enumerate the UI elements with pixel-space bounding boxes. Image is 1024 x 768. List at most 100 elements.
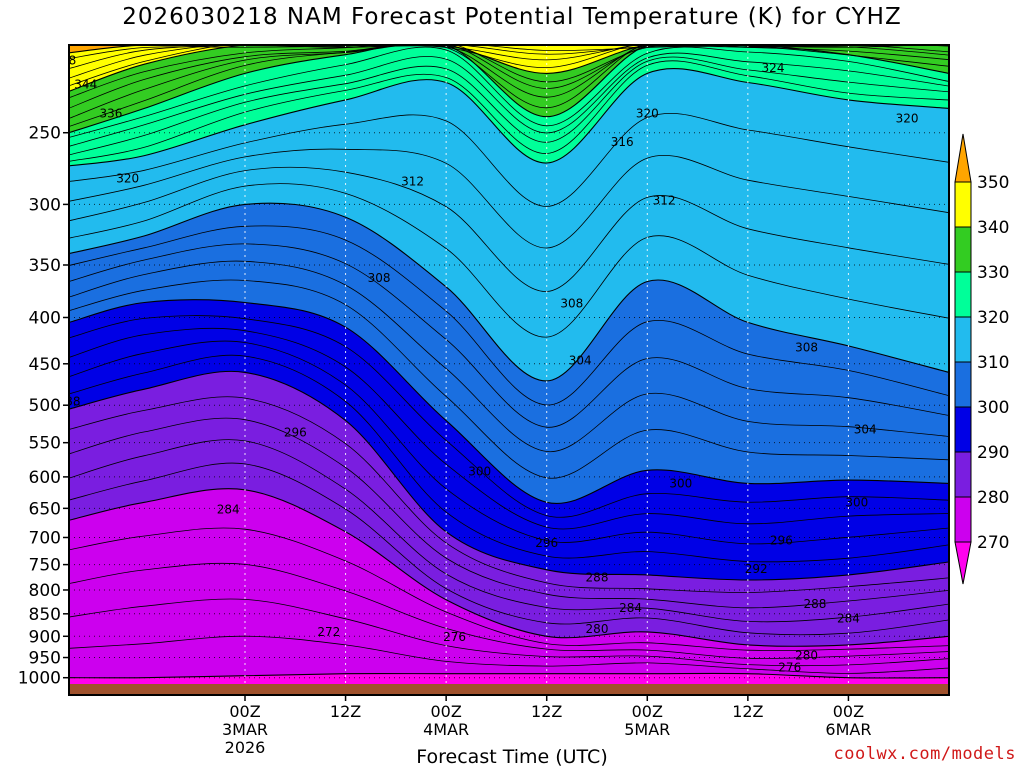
contour-line-282 [69,462,949,636]
terrain-band [69,684,949,695]
contour-line-326 [69,52,949,147]
credit-text: coolwx.com/models [833,744,1016,764]
colorbar-tick-label: 350 [977,173,1009,193]
contour-label: 280 [795,648,818,662]
contour-line-312 [69,183,949,338]
contour-line-278 [69,527,949,652]
contour-label-text: 284 [217,503,240,517]
contour-line-304 [69,260,949,452]
colorbar-swatch-below-270 [954,541,972,585]
contour-label-text: 344 [74,77,97,91]
contour-label-text: 280 [795,648,818,662]
contour-label-text: 292 [745,562,768,576]
contour-label: 324 [762,61,785,75]
contour-label: 292 [745,562,768,576]
contour-line-314 [69,166,949,292]
contour-label-text: 280 [586,622,609,636]
contour-label-text: 304 [32,278,55,292]
contour-label: 344 [74,77,97,91]
x-axis-label: Forecast Time (UTC) [416,746,608,768]
x-tick-label: 12Z [732,702,763,721]
contour-label: 296 [535,536,558,550]
contour-label-text: 300 [845,495,868,509]
colorbar-swatch-350 [954,181,972,228]
contour-line-298 [69,315,949,518]
contour-label-text: 272 [317,625,340,639]
contour-label-text: 312 [401,174,424,188]
colorbar-tick-label: 310 [977,353,1009,373]
isotherm-290 [69,370,949,581]
contour-line-306 [69,243,949,428]
y-tick-label: 500 [29,396,61,416]
y-tick-label: 250 [29,124,61,144]
x-tick-label: 4MAR [423,720,469,739]
fill-layer [69,45,949,695]
x-tick-label: 2026 [225,738,266,757]
isotherm-310 [69,202,949,382]
y-tick-label: 400 [29,308,61,328]
contour-label: 320 [896,111,919,125]
y-tick-label: 450 [29,355,61,375]
contour-line-292 [69,354,949,563]
contour-label: 336 [99,106,122,120]
x-tick-label: 00Z [632,702,663,721]
contour-label-text: 320 [116,172,139,186]
contour-label: 296 [284,426,307,440]
isotherm-270 [69,672,949,679]
colorbar-tick-label: 330 [977,263,1009,283]
contour-label-text: 324 [762,61,785,75]
x-tick-label: 5MAR [624,720,670,739]
contour-label: 288 [803,597,826,611]
contour-line-338 [69,45,949,99]
contour-label: 300 [468,465,491,479]
x-tick-label: 12Z [330,702,361,721]
contour-line-294 [69,340,949,545]
x-tick-label: 00Z [833,702,864,721]
y-tick-label: 850 [29,605,61,625]
contour-line-308 [69,225,949,406]
colorbar-swatch-330 [954,271,972,318]
plot-frame [68,44,950,696]
colorbar-tick-label: 280 [977,488,1009,508]
colorbar-tick-label: 270 [977,533,1009,553]
contour-line-272 [69,635,949,674]
contour-label-text: 300 [669,476,692,490]
contour-label: 296 [770,533,793,547]
contour-label: 288 [69,394,80,408]
contour-line-316 [69,148,949,249]
contour-line-328 [69,46,949,138]
contour-label: 272 [317,625,340,639]
colorbar-swatch-290 [954,451,972,498]
contour-label: 276 [443,630,466,644]
contour-label-text: 284 [619,601,642,615]
contour-label: 284 [837,611,860,625]
fill-band-above-310 [69,45,949,381]
y-tick-label: 300 [29,195,61,215]
x-tick-label: 3MAR [222,720,268,739]
contour-label: 304 [569,353,592,367]
contour-label: 276 [778,661,801,675]
contour-label-text: 336 [99,106,122,120]
colorbar-swatch-280 [954,496,972,543]
contour-line-322 [69,60,949,162]
contour-label-text: 304 [569,353,592,367]
chart-title: 2026030218 NAM Forecast Potential Temper… [122,4,902,30]
contour-label: 316 [611,135,634,149]
y-tick-label: 800 [29,581,61,601]
plot-area: 348 344 336 320 324 320 320 316 312 312 308 308 308 3… [7,45,949,695]
colorbar-swatch-above-350 [954,133,972,183]
contour-label-text: 320 [896,111,919,125]
y-axis: 2503003504004505005506006507007508008509… [18,124,69,689]
contour-label: 308 [795,341,818,355]
contour-label-text: 320 [636,106,659,120]
fill-band-above-330 [69,45,949,133]
contour-label-text: 304 [854,423,877,437]
contour-label: 300 [669,476,692,490]
contour-label: 304 [854,423,877,437]
contour-label-text: 300 [7,304,30,318]
colorbar-tick-label: 290 [977,443,1009,463]
contour-label-text: 300 [468,465,491,479]
contour-label-text: 296 [535,536,558,550]
contour-line-274 [69,598,949,667]
contour-label-text: 312 [653,193,676,207]
